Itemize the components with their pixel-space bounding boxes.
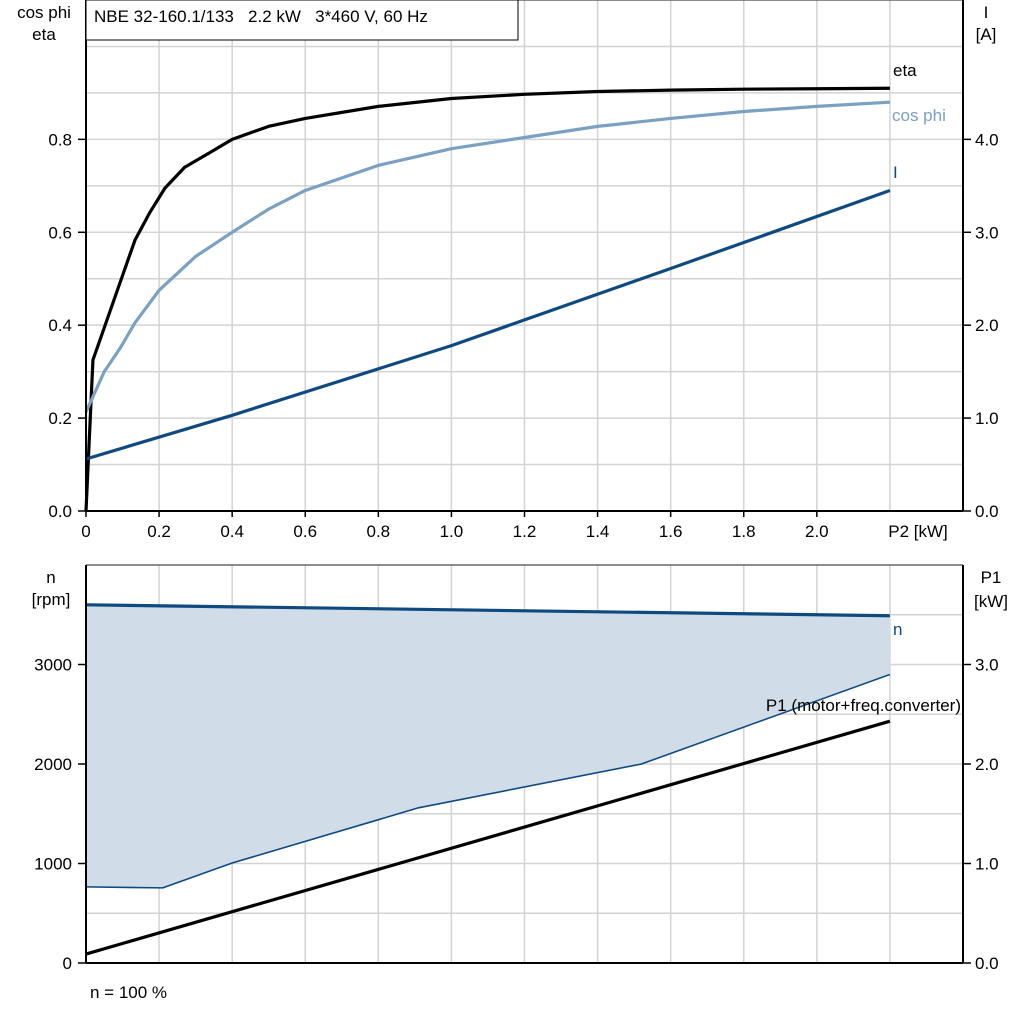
x-tick-label: 1.0 [440, 522, 464, 541]
bottom-right-axis-label-2: [kW] [974, 592, 1008, 611]
bottom-right-tick-label: 0.0 [975, 954, 999, 973]
footnote-speed: n = 100 % [90, 983, 167, 1002]
chart-title: NBE 32-160.1/133 2.2 kW 3*460 V, 60 Hz [94, 7, 428, 26]
x-tick-label: 0.4 [220, 522, 244, 541]
series-label-p1: P1 (motor+freq.converter) [766, 696, 961, 715]
series-line-cos-phi [84, 100, 891, 413]
x-tick-label: 1.8 [732, 522, 756, 541]
series-line-i [85, 188, 891, 461]
x-tick-label: 1.6 [659, 522, 683, 541]
series-label-i: I [893, 163, 898, 182]
x-tick-label: 2.0 [805, 522, 829, 541]
x-axis-label: P2 [kW] [888, 522, 948, 541]
bottom-right-axis-label-1: P1 [981, 568, 1002, 587]
bottom-left-tick-label: 1000 [34, 855, 72, 874]
top-left-tick-label: 0.2 [48, 409, 72, 428]
bottom-right-tick-label: 2.0 [975, 755, 999, 774]
bottom-left-tick-label: 3000 [34, 656, 72, 675]
bottom-left-axis-label-2: [rpm] [32, 590, 71, 609]
top-left-tick-label: 0.0 [48, 502, 72, 521]
x-tick-label: 0.6 [293, 522, 317, 541]
title-box [85, 0, 519, 41]
x-tick-label: 1.2 [513, 522, 537, 541]
top-right-tick-label: 2.0 [975, 316, 999, 335]
series-label-cos-phi: cos phi [892, 106, 946, 125]
top-left-tick-label: 0.6 [48, 223, 72, 242]
bottom-right-tick-label: 3.0 [975, 656, 999, 675]
top-right-axis-label-1: I [984, 3, 989, 22]
series-line-n [85, 603, 890, 618]
x-tick-label: 0.8 [367, 522, 391, 541]
x-tick-label: 1.4 [586, 522, 610, 541]
top-right-tick-label: 3.0 [975, 223, 999, 242]
top-right-tick-label: 1.0 [975, 409, 999, 428]
bottom-right-tick-label: 1.0 [975, 855, 999, 874]
bottom-left-axis-label-1: n [46, 568, 55, 587]
top-right-tick-label: 0.0 [975, 502, 999, 521]
series-label-eta: eta [893, 61, 917, 80]
x-tick-label: 0 [81, 522, 90, 541]
top-left-tick-label: 0.8 [48, 130, 72, 149]
series-line-eta [84, 86, 890, 512]
speed-range-area [86, 604, 890, 888]
bottom-left-tick-label: 2000 [34, 755, 72, 774]
series-line-p1-motor-freq-converter [85, 719, 891, 956]
top-right-axis-label-2: [A] [976, 25, 997, 44]
top-left-tick-label: 0.4 [48, 316, 72, 335]
top-left-axis-label-1: cos phi [17, 3, 71, 22]
x-tick-label: 0.2 [147, 522, 171, 541]
top-left-axis-label-2: eta [32, 25, 56, 44]
top-right-tick-label: 4.0 [975, 130, 999, 149]
series-line-min-speed [85, 673, 891, 889]
bottom-left-tick-label: 0 [63, 954, 72, 973]
series-label-n: n [893, 620, 902, 639]
